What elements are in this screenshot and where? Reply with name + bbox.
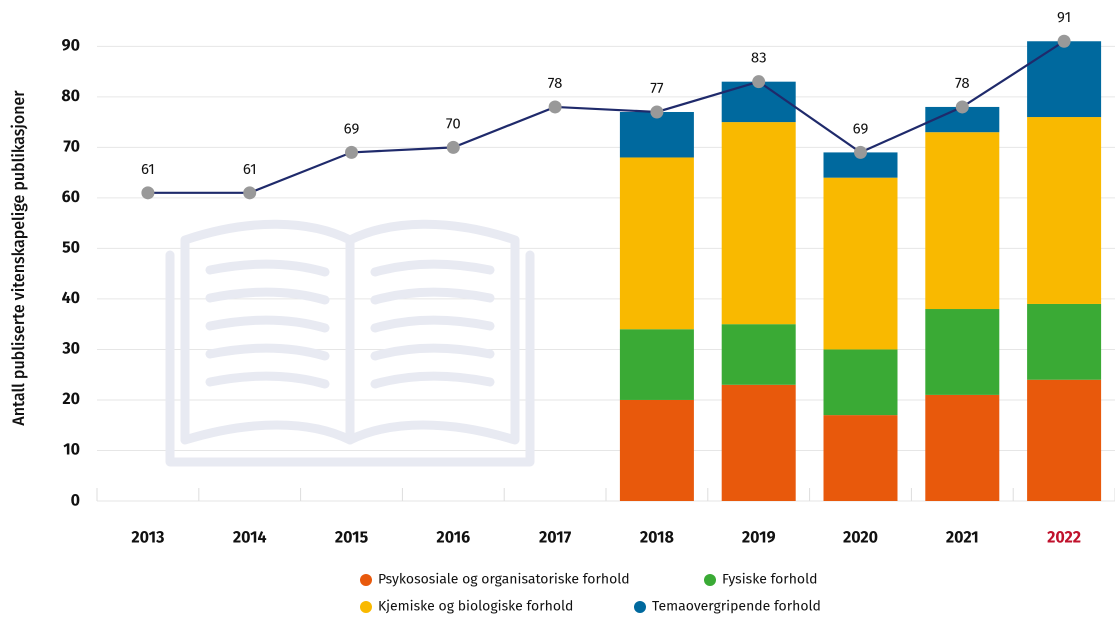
line-marker — [141, 186, 155, 200]
y-tick-label: 10 — [63, 441, 80, 460]
x-tick-label: 2022 — [1047, 528, 1081, 547]
bar-segment — [619, 399, 694, 501]
x-tick-label: 2013 — [131, 528, 164, 547]
legend-marker — [360, 574, 372, 586]
line-marker — [446, 140, 460, 154]
bar-segment — [823, 415, 898, 501]
x-tick-label: 2016 — [436, 528, 470, 547]
line-marker — [650, 105, 664, 119]
legend-label: Kjemiske og biologiske forhold — [378, 598, 573, 615]
line-marker — [752, 75, 766, 89]
line-marker — [548, 100, 562, 114]
bar-segment — [823, 177, 898, 350]
line-marker — [345, 145, 358, 159]
data-label: 69 — [853, 119, 869, 137]
bar-segment — [721, 384, 796, 501]
x-tick-label: 2017 — [539, 528, 572, 547]
y-axis-label: Antall publiserte vitenskapelige publika… — [10, 90, 29, 427]
y-tick-label: 30 — [61, 340, 80, 359]
bar-segment — [925, 309, 1000, 395]
legend-label: Temaovergripende forhold — [652, 598, 821, 615]
legend-marker — [634, 601, 646, 613]
x-tick-label: 2021 — [946, 528, 979, 547]
x-tick-label: 2014 — [233, 528, 267, 547]
x-tick-label: 2018 — [640, 528, 674, 547]
y-tick-label: 0 — [71, 491, 80, 510]
bar-segment — [1027, 117, 1102, 304]
bar-segment — [925, 132, 1000, 310]
book-watermark — [165, 219, 535, 467]
y-tick-label: 50 — [62, 239, 80, 258]
bar-segment — [619, 111, 694, 158]
total-line — [147, 40, 1065, 194]
line-marker — [854, 145, 867, 159]
y-tick-label: 60 — [62, 188, 80, 207]
data-label: 61 — [243, 160, 257, 178]
y-tick-label: 40 — [62, 289, 80, 308]
x-tick-label: 2020 — [843, 528, 878, 547]
bar-segment — [1027, 303, 1102, 380]
bar-segment — [1027, 379, 1102, 501]
bar-segment — [619, 157, 694, 330]
data-label: 83 — [751, 49, 767, 67]
data-label: 69 — [344, 119, 360, 137]
data-label: 91 — [1057, 8, 1071, 26]
y-tick-label: 70 — [63, 138, 80, 157]
bar-segment — [1027, 41, 1102, 118]
legend-label: Psykososiale og organisatoriske forhold — [378, 571, 630, 588]
data-label: 78 — [548, 74, 563, 92]
y-tick-label: 90 — [62, 37, 80, 56]
legend-label: Fysiske forhold — [722, 571, 818, 588]
bar-segment — [619, 329, 694, 400]
line-marker — [955, 100, 969, 114]
x-tick-label: 2015 — [335, 528, 369, 547]
legend-marker — [360, 601, 372, 613]
line-marker — [1057, 34, 1071, 48]
data-label: 61 — [141, 160, 155, 178]
bar-segment — [721, 122, 796, 325]
y-tick-label: 20 — [62, 390, 80, 409]
x-tick-label: 2019 — [742, 528, 776, 547]
data-label: 78 — [955, 74, 970, 92]
bar-segment — [823, 349, 898, 416]
data-label: 70 — [446, 114, 461, 132]
y-tick-label: 80 — [61, 87, 80, 106]
bar-segment — [925, 394, 1000, 501]
data-label: 77 — [650, 79, 664, 97]
line-marker — [243, 186, 257, 200]
bar-segment — [721, 324, 796, 385]
legend-marker — [704, 574, 716, 586]
